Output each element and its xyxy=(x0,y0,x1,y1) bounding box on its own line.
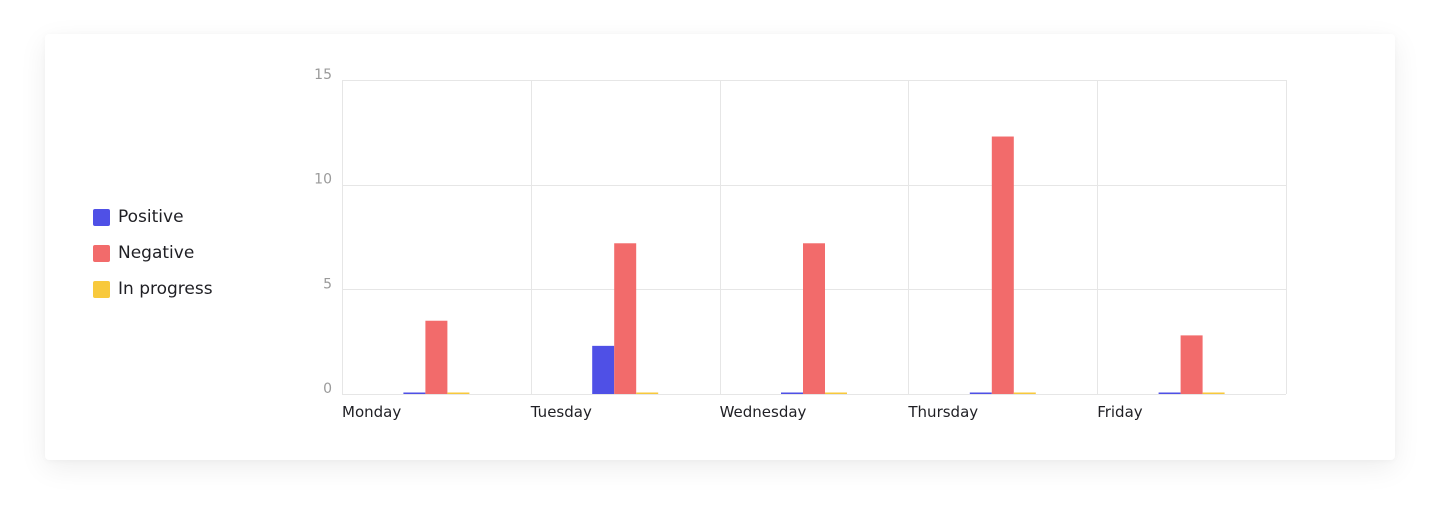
x-tick-label: Tuesday xyxy=(530,403,592,421)
y-tick-label: 15 xyxy=(314,67,332,83)
legend: Positive Negative In progress xyxy=(93,207,213,299)
chart-grid xyxy=(342,80,1287,395)
legend-item-positive[interactable]: Positive xyxy=(93,207,213,227)
legend-swatch-in-progress xyxy=(93,280,110,298)
bar-negative-wednesday[interactable] xyxy=(803,243,825,394)
bar-positive-tuesday[interactable] xyxy=(592,345,615,394)
y-tick-label: 10 xyxy=(314,172,332,188)
bar-in-progress-monday[interactable] xyxy=(447,392,470,395)
y-tick-label: 5 xyxy=(323,276,332,292)
bar-in-progress-friday[interactable] xyxy=(1202,392,1225,395)
legend-item-in-progress[interactable]: In progress xyxy=(93,279,213,299)
legend-label: In progress xyxy=(118,279,213,299)
bar-positive-thursday[interactable] xyxy=(969,392,992,395)
legend-item-negative[interactable]: Negative xyxy=(93,243,213,263)
bar-negative-monday[interactable] xyxy=(425,320,448,394)
bar-in-progress-wednesday[interactable] xyxy=(825,392,847,395)
bar-in-progress-thursday[interactable] xyxy=(1013,392,1036,395)
bar-negative-friday[interactable] xyxy=(1180,335,1203,394)
bar-negative-tuesday[interactable] xyxy=(614,243,637,394)
bar-positive-friday[interactable] xyxy=(1158,392,1181,395)
y-axis-ticks: 0 5 10 15 xyxy=(314,67,332,397)
x-tick-label: Friday xyxy=(1097,403,1143,421)
x-axis-labels: Monday Tuesday Wednesday Thursday Friday xyxy=(342,403,1143,421)
bar-positive-monday[interactable] xyxy=(403,392,426,395)
legend-swatch-positive xyxy=(93,208,110,226)
chart-bars xyxy=(403,136,1225,395)
x-tick-label: Monday xyxy=(342,403,401,421)
bar-positive-wednesday[interactable] xyxy=(781,392,803,395)
x-tick-label: Wednesday xyxy=(720,403,807,421)
bar-in-progress-tuesday[interactable] xyxy=(636,392,659,395)
y-tick-label: 0 xyxy=(323,381,332,397)
bar-negative-thursday[interactable] xyxy=(991,136,1014,394)
legend-label: Positive xyxy=(118,207,184,227)
legend-swatch-negative xyxy=(93,244,110,262)
legend-label: Negative xyxy=(118,243,195,263)
x-tick-label: Thursday xyxy=(907,403,978,421)
